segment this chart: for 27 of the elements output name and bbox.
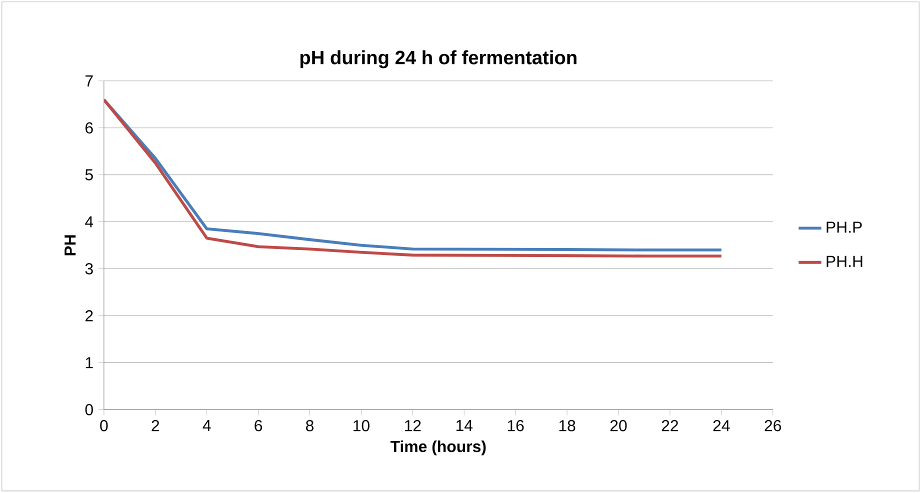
y-tick-label: 4 <box>85 216 94 228</box>
x-tick-label: 2 <box>152 420 160 432</box>
x-tick-label: 4 <box>202 420 211 432</box>
y-tick-label: 1 <box>86 357 93 368</box>
x-tick-label: 22 <box>662 420 678 432</box>
x-axis-title: Time (hours) <box>390 440 486 456</box>
y-tick-label: 7 <box>86 75 93 86</box>
y-tick-label: 5 <box>85 169 93 180</box>
x-tick-label: 8 <box>306 420 314 432</box>
x-tick-label: 18 <box>559 420 576 432</box>
legend-label: PH.H <box>826 256 862 267</box>
x-tick-label: 12 <box>405 420 421 432</box>
y-axis-title: PH <box>64 235 76 256</box>
x-tick-label: 10 <box>354 420 370 432</box>
x-tick-label: 0 <box>100 420 108 432</box>
x-tick-label: 20 <box>610 420 627 432</box>
x-tick-label: 14 <box>456 420 473 432</box>
y-tick-label: 0 <box>85 404 93 416</box>
y-tick-label: 6 <box>86 122 93 134</box>
x-tick-label: 6 <box>254 420 262 432</box>
x-tick-label: 24 <box>713 420 730 432</box>
chart-title: pH during 24 h of fermentation <box>300 50 576 68</box>
x-tick-label: 26 <box>764 420 782 432</box>
y-tick-label: 3 <box>85 263 93 274</box>
x-tick-label: 16 <box>508 420 524 432</box>
legend-label: PH.P <box>826 222 862 233</box>
y-tick-label: 2 <box>86 310 93 322</box>
